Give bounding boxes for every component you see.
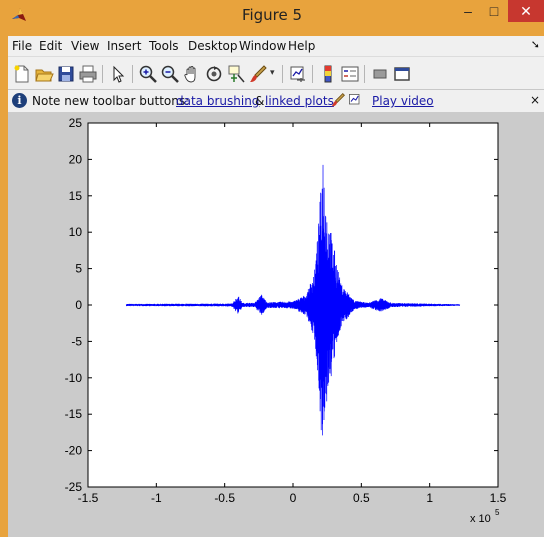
colorbar-icon[interactable] bbox=[318, 64, 338, 84]
print-icon[interactable] bbox=[78, 64, 98, 84]
show-plot-tools-icon[interactable] bbox=[392, 64, 412, 84]
toolbar-separator bbox=[364, 65, 365, 83]
save-icon[interactable] bbox=[56, 64, 76, 84]
hide-plot-tools-icon[interactable] bbox=[370, 64, 390, 84]
play-video-link[interactable]: Play video bbox=[372, 94, 434, 108]
pointer-icon[interactable] bbox=[108, 64, 128, 84]
linked-plots-link[interactable]: linked plots bbox=[265, 94, 334, 108]
data-cursor-icon[interactable] bbox=[226, 64, 246, 84]
y-tick-label: 15 bbox=[69, 189, 83, 203]
y-tick-label: 10 bbox=[69, 225, 83, 239]
y-tick-label: -5 bbox=[71, 334, 82, 348]
minimize-button[interactable]: – bbox=[464, 3, 472, 19]
maximize-button[interactable]: □ bbox=[489, 3, 499, 19]
y-tick-label: 0 bbox=[75, 298, 82, 312]
menu-desktop[interactable]: Desktop bbox=[188, 39, 238, 53]
info-message: Note new toolbar buttons: bbox=[32, 94, 190, 108]
toolbar-separator bbox=[312, 65, 313, 83]
pan-icon[interactable] bbox=[182, 64, 202, 84]
x-tick-label: -1.5 bbox=[78, 491, 99, 505]
x-tick-label: 1 bbox=[426, 491, 433, 505]
y-tick-label: 5 bbox=[75, 262, 82, 276]
x-tick-label: 0.5 bbox=[353, 491, 370, 505]
y-tick-label: -15 bbox=[65, 407, 83, 421]
menu-insert[interactable]: Insert bbox=[107, 39, 142, 53]
menu-window[interactable]: Window bbox=[239, 39, 287, 53]
y-tick-label: 25 bbox=[69, 116, 83, 130]
menu-file[interactable]: File bbox=[12, 39, 33, 53]
open-file-icon[interactable] bbox=[34, 64, 54, 84]
y-tick-label: -10 bbox=[65, 371, 83, 385]
info-ampersand: & bbox=[255, 94, 265, 108]
title-bar[interactable]: Figure 5 – □ ✕ bbox=[0, 0, 544, 36]
menu-view[interactable]: View bbox=[71, 39, 100, 53]
menu-bar: File Edit View Insert Tools Desktop Wind… bbox=[8, 36, 544, 56]
zoom-out-icon[interactable] bbox=[160, 64, 180, 84]
y-tick-label: 20 bbox=[69, 152, 83, 166]
menu-tools[interactable]: Tools bbox=[149, 39, 179, 53]
x-tick-label: -0.5 bbox=[214, 491, 235, 505]
y-tick-label: -25 bbox=[65, 480, 83, 494]
legend-icon[interactable] bbox=[340, 64, 360, 84]
x-tick-label: -1 bbox=[151, 491, 162, 505]
matlab-logo-icon bbox=[12, 8, 26, 21]
figure-canvas[interactable]: -1.5 -1 -0.5 0 0.5 1 1.5 -25 -20 -15 -10 -5 0 5 10 15 20… bbox=[8, 112, 544, 537]
menu-overflow-arrow-icon[interactable]: ➘ bbox=[530, 38, 540, 51]
rotate-3d-icon[interactable] bbox=[204, 64, 224, 84]
zoom-in-icon[interactable] bbox=[138, 64, 158, 84]
x-axis-multiplier: x 10 bbox=[470, 513, 491, 525]
close-button[interactable]: ✕ bbox=[508, 0, 544, 22]
y-tick-label: -20 bbox=[65, 444, 83, 458]
info-bar: i Note new toolbar buttons: data brushin… bbox=[8, 90, 544, 112]
info-icon: i bbox=[12, 93, 27, 108]
link-plot-icon[interactable] bbox=[288, 64, 308, 84]
x-tick-label: 0 bbox=[290, 491, 297, 505]
toolbar-separator bbox=[282, 65, 283, 83]
window-title: Figure 5 bbox=[241, 6, 303, 24]
plot-area[interactable]: -1.5 -1 -0.5 0 0.5 1 1.5 -25 -20 -15 -10 -5 0 5 10 15 20… bbox=[8, 112, 544, 537]
info-close-icon[interactable]: × bbox=[529, 93, 540, 107]
brush-icon bbox=[331, 93, 345, 107]
menu-help[interactable]: Help bbox=[288, 39, 316, 53]
toolbar-separator bbox=[102, 65, 103, 83]
toolbar-separator bbox=[132, 65, 133, 83]
data-brushing-link[interactable]: data brushing bbox=[176, 94, 260, 108]
link-plot-icon bbox=[349, 94, 360, 105]
signal-series-line[interactable] bbox=[125, 164, 461, 436]
x-tick-label: 1.5 bbox=[490, 491, 507, 505]
brush-icon[interactable] bbox=[248, 64, 268, 84]
menu-edit[interactable]: Edit bbox=[39, 39, 63, 53]
brush-dropdown-chevron-down-icon[interactable]: ▾ bbox=[270, 67, 275, 77]
x-axis-multiplier-exponent: 5 bbox=[495, 508, 500, 517]
figure-toolbar: ▾ bbox=[8, 56, 544, 90]
new-figure-icon[interactable] bbox=[12, 64, 32, 84]
